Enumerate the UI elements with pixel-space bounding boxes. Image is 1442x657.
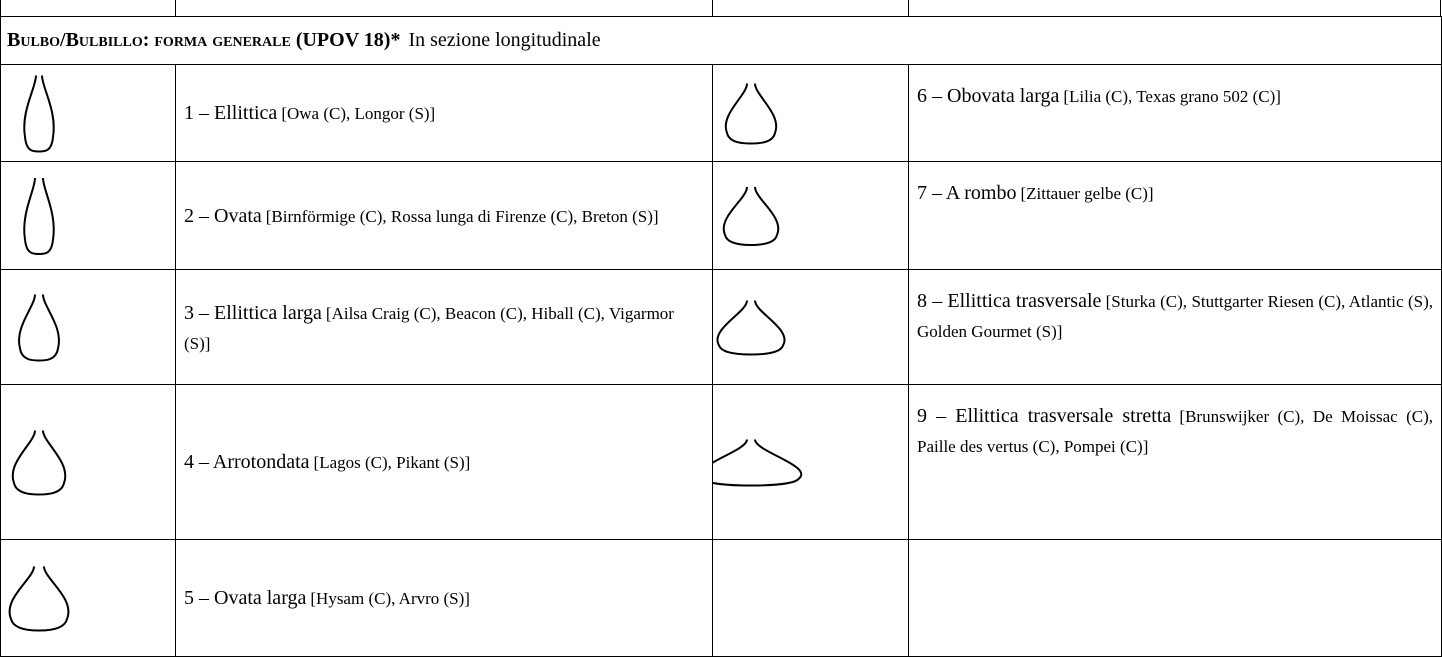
shape-label: 5 – Ovata larga (184, 587, 307, 609)
text-cell: 7 – A rombo [Zittauer gelbe (C)] (908, 161, 1442, 270)
bulb-shape (23, 177, 55, 255)
text-cell: 2 – Ovata [Birnförmige (C), Rossa lunga … (175, 161, 713, 270)
subtitle: In sezione longitudinale (408, 29, 601, 51)
text-cell (908, 539, 1442, 657)
shape-label: 6 – Obovata larga (917, 85, 1060, 107)
bulb-shape (23, 74, 55, 153)
shape-label: 1 – Ellittica (184, 102, 278, 124)
bulb-shape (722, 186, 780, 246)
rule (908, 0, 909, 16)
rule (1440, 0, 1441, 16)
text-cell: 6 – Obovata larga [Lilia (C), Texas gran… (908, 64, 1442, 162)
title: Bulbo/Bulbillo: forma generale (UPOV 18)… (7, 29, 401, 51)
header-cell: Bulbo/Bulbillo: forma generale (UPOV 18)… (0, 16, 1442, 65)
shape-cell (712, 384, 909, 540)
bulb-outline (713, 438, 803, 487)
example-cultivars: [Lilia (C), Texas grano 502 (C)] (1063, 87, 1281, 106)
table-row: 5 – Ovata larga [Hysam (C), Arvro (S)] (0, 539, 1442, 657)
table-row: 2 – Ovata [Birnförmige (C), Rossa lunga … (0, 161, 1442, 270)
shape-cell (0, 161, 176, 270)
rule (175, 0, 176, 16)
shape-cell (712, 269, 909, 385)
bulb-outline (18, 293, 60, 362)
shape-cell (0, 384, 176, 540)
shape-label: 2 – Ovata (184, 204, 262, 227)
shape-label: 9 – Ellittica trasversale stretta (917, 405, 1172, 427)
bulb-outline (724, 82, 778, 145)
shape-table: Bulbo/Bulbillo: forma generale (UPOV 18)… (0, 16, 1442, 657)
bulb-shape (11, 429, 67, 496)
shape-cell (0, 539, 176, 657)
bulb-outline (716, 299, 786, 356)
shape-cell (0, 269, 176, 385)
example-cultivars: [Ailsa Craig (C), Beacon (C), Hiball (C)… (184, 303, 674, 353)
bulb-shape (716, 299, 786, 356)
bulb-shape (724, 82, 778, 145)
shape-label: 8 – Ellittica trasversale (917, 290, 1102, 312)
example-cultivars: [Hysam (C), Arvro (S)] (310, 589, 470, 608)
bulb-outline (23, 177, 55, 255)
text-cell: 8 – Ellittica trasversale [Sturka (C), S… (908, 269, 1442, 385)
shape-label: 7 – A rombo (917, 182, 1017, 204)
rule (712, 0, 713, 16)
text-cell: 3 – Ellittica larga [Ailsa Craig (C), Be… (175, 269, 713, 385)
top-strip (0, 0, 1442, 16)
shape-cell (0, 64, 176, 162)
text-cell: 1 – Ellittica [Owa (C), Longor (S)] (175, 64, 713, 162)
rule (0, 0, 1, 16)
bulb-outline (8, 565, 70, 632)
bulb-shape (8, 565, 70, 632)
text-cell: 9 – Ellittica trasversale stretta [Bruns… (908, 384, 1442, 540)
example-cultivars: [Birnförmige (C), Rossa lunga di Firenze… (265, 206, 659, 226)
shape-cell (712, 539, 909, 657)
text-cell: 4 – Arrotondata [Lagos (C), Pikant (S)] (175, 384, 713, 540)
example-cultivars: [Owa (C), Longor (S)] (281, 104, 436, 123)
example-cultivars: [Sturka (C), Stuttgarter Riesen (C), Atl… (917, 292, 1434, 341)
bulb-outline (11, 429, 67, 496)
shape-label: 4 – Arrotondata (184, 451, 310, 473)
table-row: 3 – Ellittica larga [Ailsa Craig (C), Be… (0, 269, 1442, 385)
shape-cell (712, 64, 909, 162)
bulb-shape (18, 293, 60, 362)
example-cultivars: [Brunswijker (C), De Moissac (C), Paille… (917, 407, 1434, 456)
bulb-shape (713, 438, 803, 487)
bulb-outline (722, 186, 780, 246)
example-cultivars: [Zittauer gelbe (C)] (1020, 184, 1154, 203)
text-cell: 5 – Ovata larga [Hysam (C), Arvro (S)] (175, 539, 713, 657)
table-row: 1 – Ellittica [Owa (C), Longor (S)] 6 – O… (0, 64, 1442, 162)
shape-label: 3 – Ellittica larga (184, 301, 322, 324)
shape-cell (712, 161, 909, 270)
bulb-outline (23, 74, 55, 153)
example-cultivars: [Lagos (C), Pikant (S)] (313, 453, 471, 472)
table-row: 4 – Arrotondata [Lagos (C), Pikant (S)] 9… (0, 384, 1442, 540)
